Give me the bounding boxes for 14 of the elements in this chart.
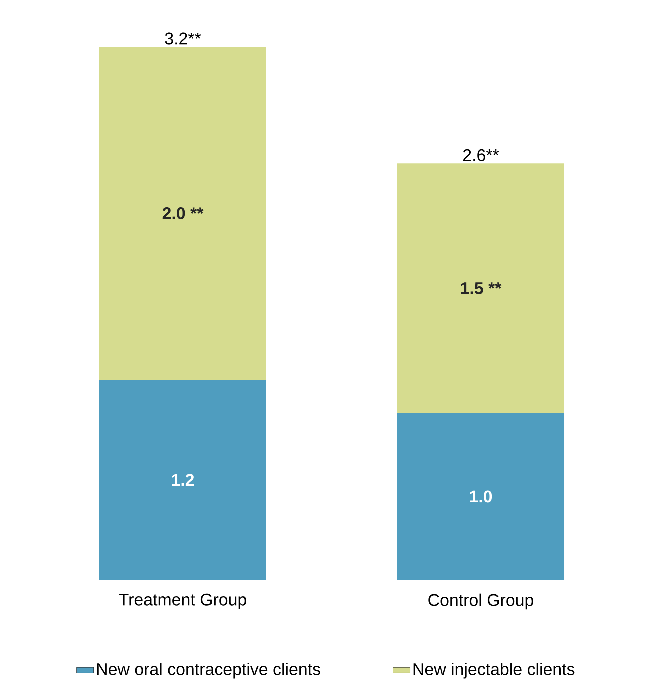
- data-label: 2.0 **: [162, 208, 204, 220]
- data-label: 1.5 **: [461, 282, 502, 294]
- bar: [398, 164, 565, 414]
- x-tick-label: Control Group: [428, 594, 534, 610]
- total-label: 3.2**: [165, 32, 202, 45]
- legend-label: New injectable clients: [414, 663, 575, 679]
- x-tick-label: Treatment Group: [119, 594, 246, 610]
- legend-label: New oral contraceptive clients: [97, 663, 320, 679]
- data-label: 1.0: [470, 490, 492, 503]
- data-label: 1.2: [172, 474, 194, 486]
- total-label: 2.6**: [464, 149, 500, 162]
- bar: [100, 46, 266, 380]
- bar: [100, 380, 266, 580]
- bar: [398, 413, 565, 580]
